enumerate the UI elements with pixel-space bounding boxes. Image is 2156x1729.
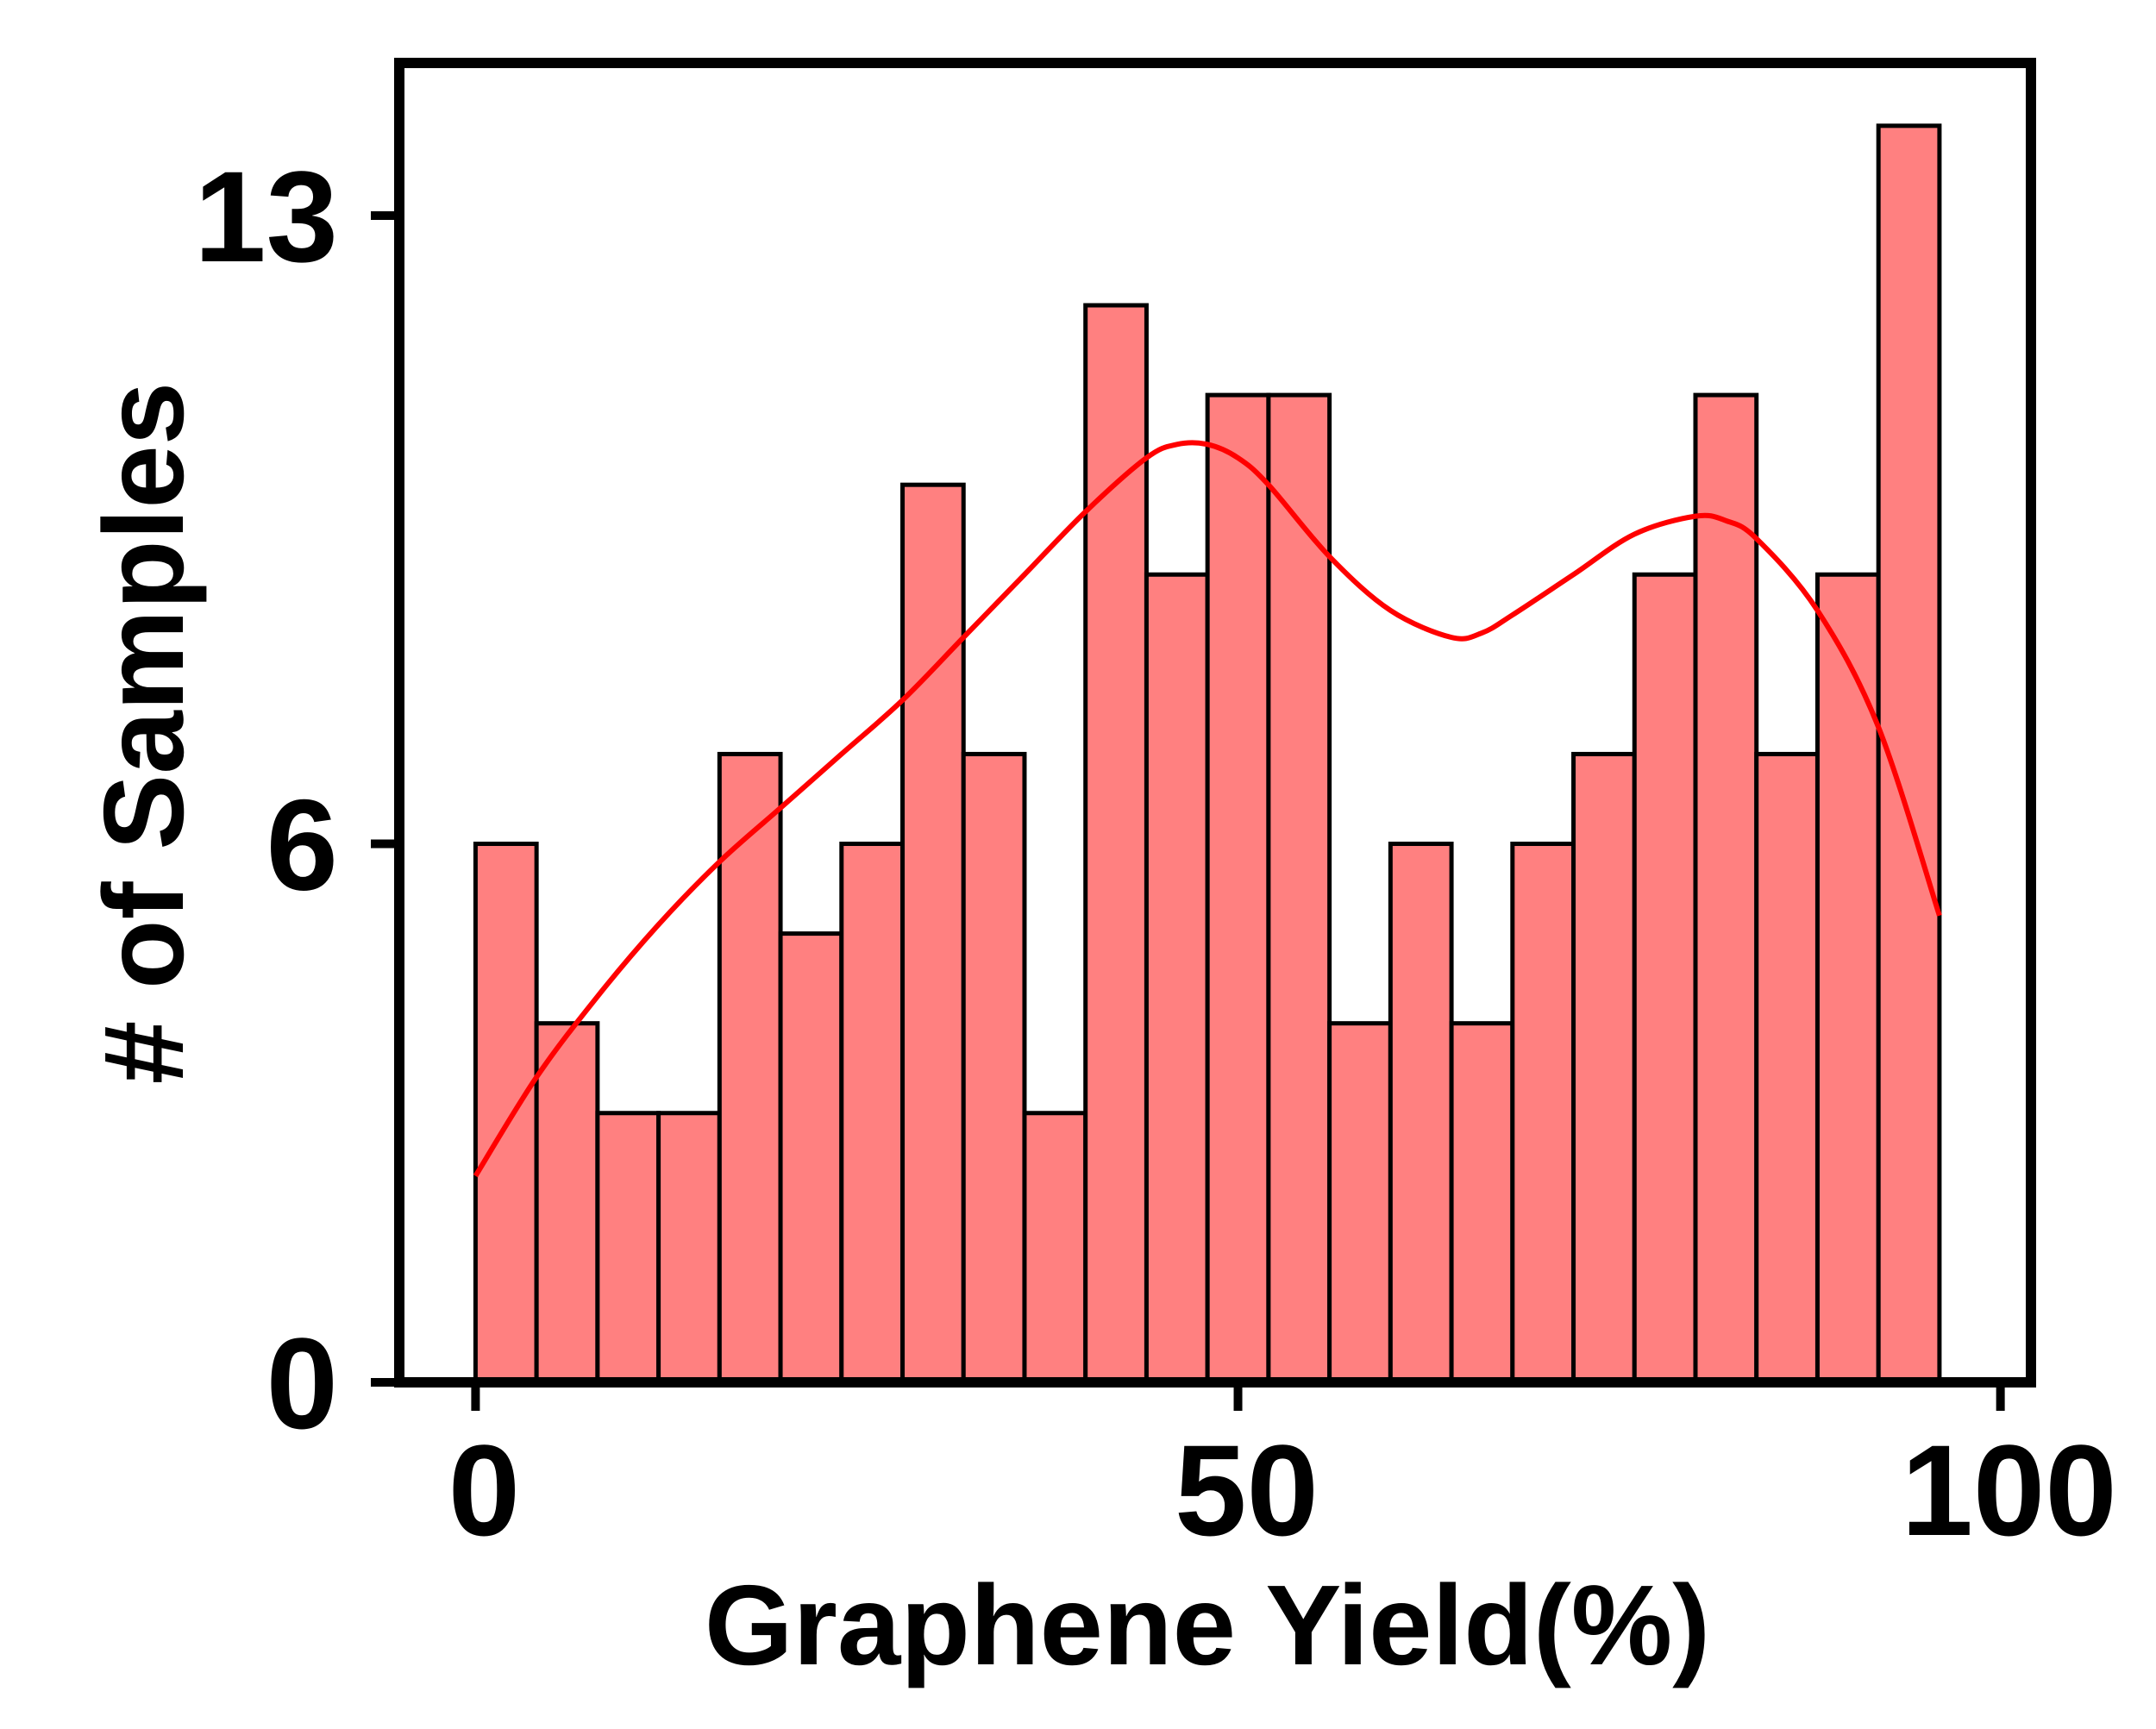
histogram-bar-9 [961,751,1027,1385]
histogram-bar-1 [473,842,539,1385]
histogram-bar-22 [1754,751,1820,1385]
y-axis-label: # of Samples [80,382,207,1084]
histogram-bar-23 [1814,572,1881,1385]
y-tick-label-0: 0 [266,1311,338,1456]
histogram-bar-2 [534,1021,600,1385]
histogram-bar-17 [1449,1021,1515,1385]
histogram-bar-5 [717,751,783,1385]
x-axis-label: Graphene Yield(%) [705,1562,1710,1688]
histogram-bar-18 [1510,842,1576,1385]
kde-density-curve [473,440,1942,1178]
x-tick-label-50: 50 [1175,1418,1319,1563]
histogram-bar-15 [1327,1021,1393,1385]
histogram-bar-7 [839,842,906,1385]
bars-layer [473,123,1942,1385]
histogram-bar-8 [900,482,966,1385]
histogram-bar-16 [1388,842,1454,1385]
y-tick-label-6: 6 [266,773,338,918]
histogram-bar-4 [656,1111,722,1385]
plot-frame [394,58,2036,1388]
kde-layer [473,440,1942,1178]
histogram-bar-21 [1693,392,1759,1385]
y-tick-label-13: 13 [194,144,338,289]
ticks-layer: 0 50 100 0 6 13 [194,144,2117,1563]
histogram-bar-3 [595,1111,661,1385]
histogram-bar-13 [1205,392,1271,1385]
frame-layer [394,58,2036,1388]
histogram-bar-6 [778,931,844,1385]
x-tick-label-100: 100 [1901,1418,2116,1563]
x-tick-label-0: 0 [448,1418,520,1563]
histogram-bar-12 [1144,572,1210,1385]
histogram-bar-10 [1022,1111,1088,1385]
histogram-bar-19 [1571,751,1637,1385]
histogram-bar-20 [1632,572,1698,1385]
